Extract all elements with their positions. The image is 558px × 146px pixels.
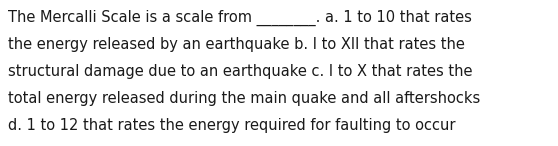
Text: The Mercalli Scale is a scale from ________. a. 1 to 10 that rates: The Mercalli Scale is a scale from _____…: [8, 10, 472, 26]
Text: total energy released during the main quake and all aftershocks: total energy released during the main qu…: [8, 91, 480, 106]
Text: d. 1 to 12 that rates the energy required for faulting to occur: d. 1 to 12 that rates the energy require…: [8, 118, 455, 133]
Text: the energy released by an earthquake b. I to XII that rates the: the energy released by an earthquake b. …: [8, 37, 465, 52]
Text: structural damage due to an earthquake c. I to X that rates the: structural damage due to an earthquake c…: [8, 64, 472, 79]
